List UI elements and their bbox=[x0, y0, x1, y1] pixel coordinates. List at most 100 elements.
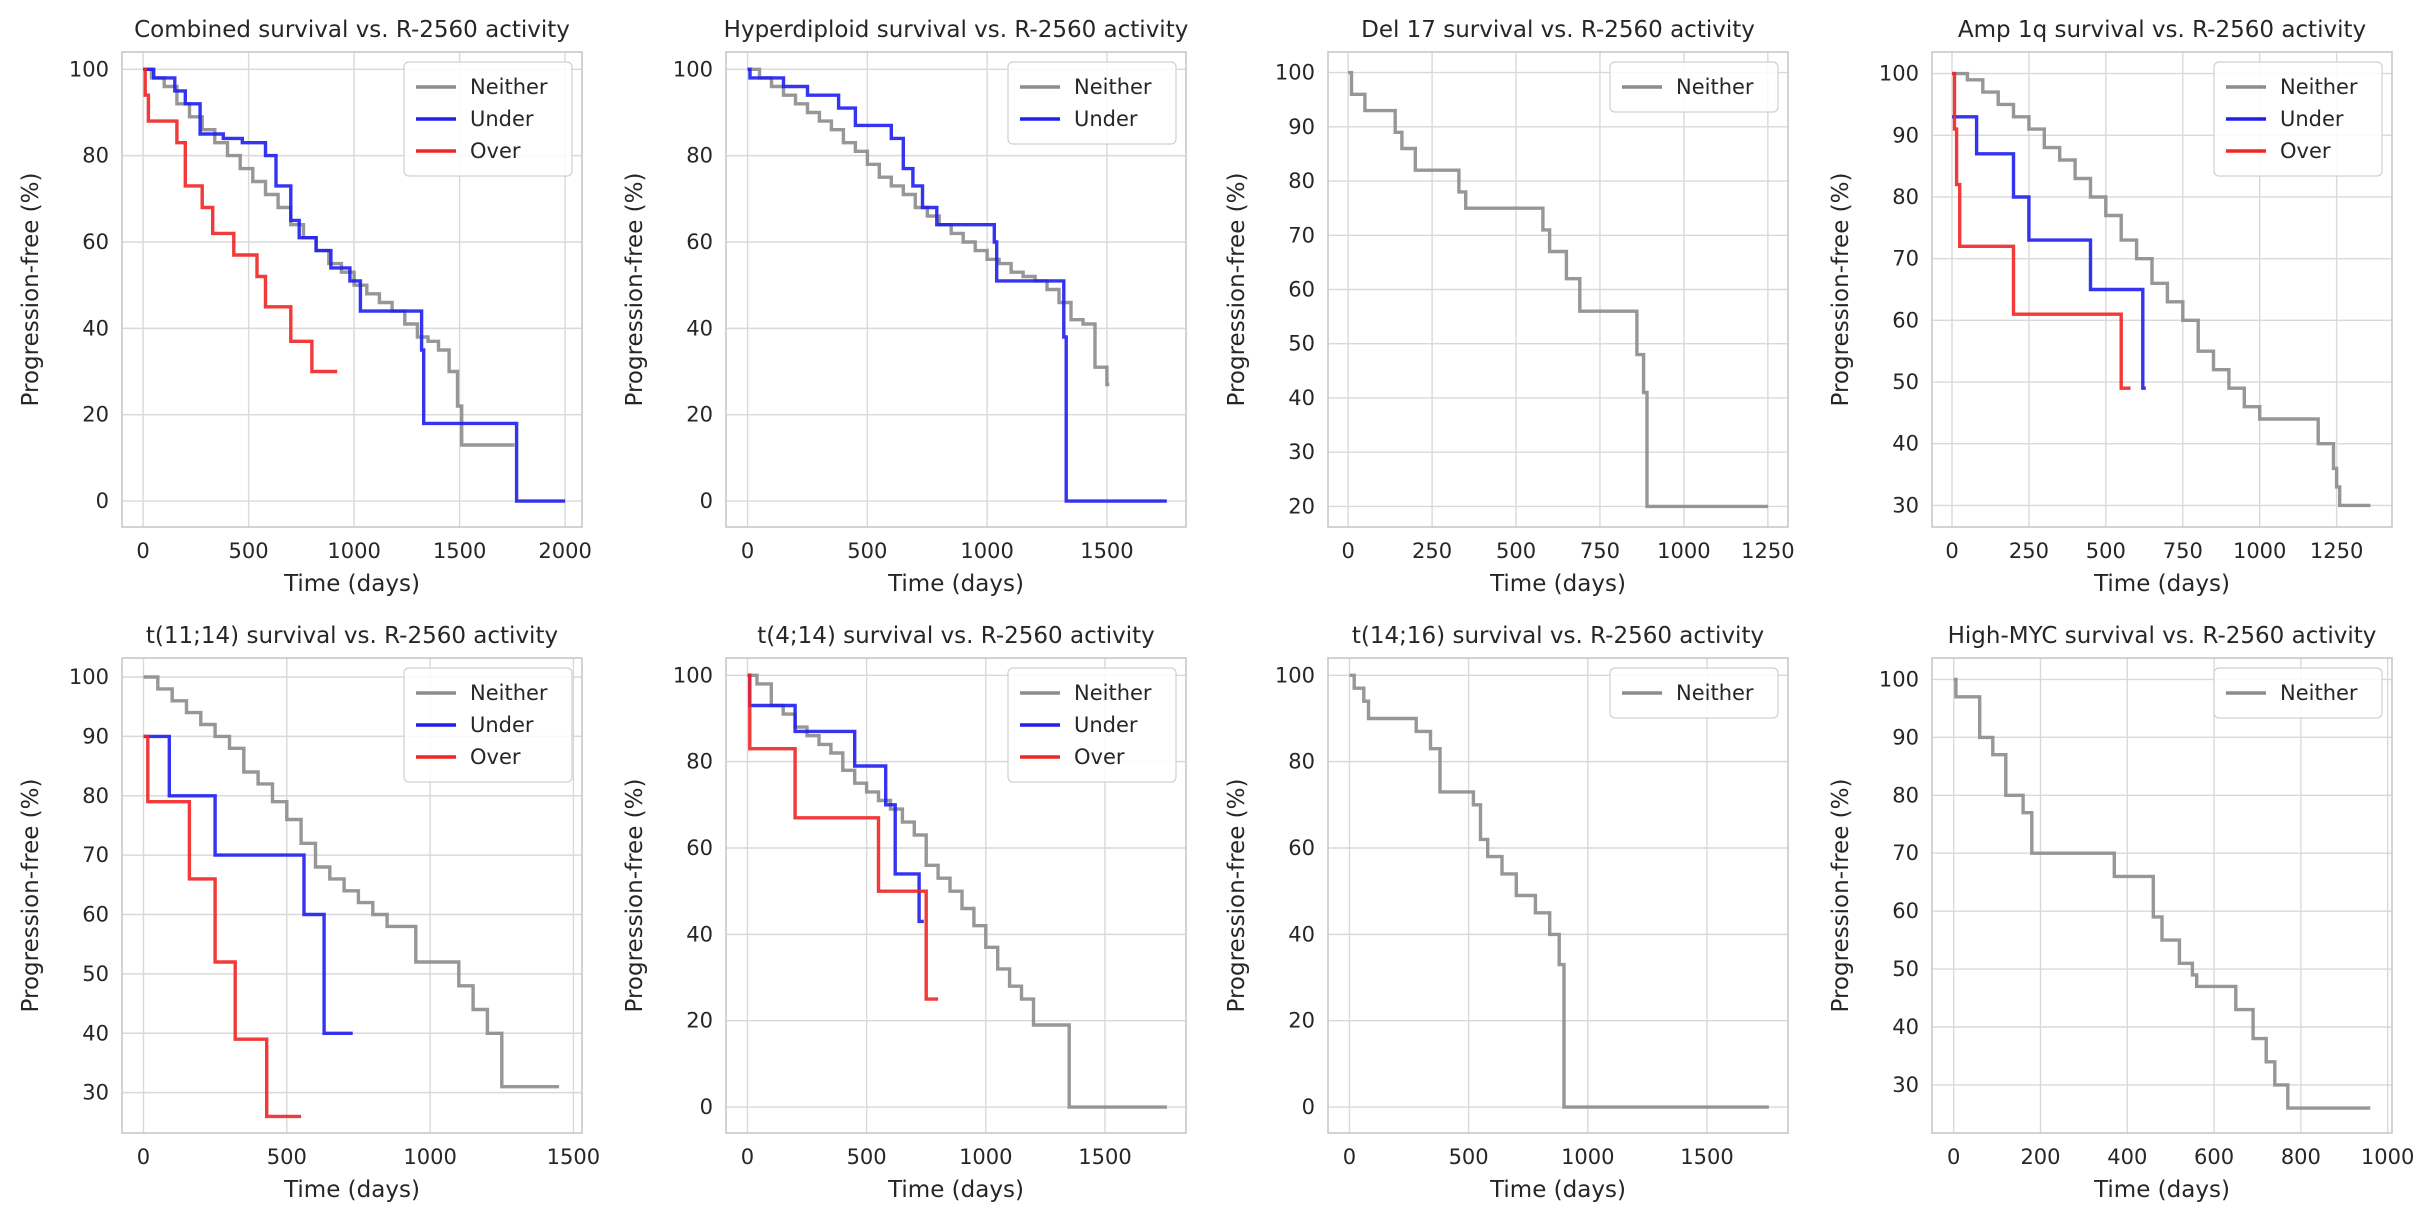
x-tick-label: 1500 bbox=[547, 1145, 600, 1169]
plot-frame bbox=[1327, 657, 1789, 1134]
series-line-neither bbox=[143, 675, 560, 1089]
y-tick-label: 100 bbox=[1879, 62, 1919, 86]
y-tick-label: 40 bbox=[82, 1021, 109, 1045]
series-line-neither bbox=[1348, 70, 1768, 509]
x-tick-label: 1250 bbox=[1741, 539, 1794, 563]
x-tick-label: 500 bbox=[267, 1145, 307, 1169]
legend-label-over: Over bbox=[470, 745, 521, 769]
legend bbox=[1007, 61, 1177, 145]
legend-label-under: Under bbox=[1074, 713, 1138, 737]
x-tick-label: 0 bbox=[136, 539, 149, 563]
legend-label-neither: Neither bbox=[470, 681, 548, 705]
x-tick-label: 500 bbox=[847, 539, 887, 563]
series-line-neither bbox=[747, 673, 1167, 1109]
y-tick-label: 70 bbox=[82, 843, 109, 867]
legend bbox=[403, 61, 573, 177]
x-axis-label: Time (days) bbox=[887, 1177, 1024, 1203]
y-axis-label: Progression-free (%) bbox=[1828, 173, 1854, 407]
series-line-under bbox=[143, 734, 353, 1035]
x-axis-label: Time (days) bbox=[2093, 1177, 2230, 1203]
legend-label-over: Over bbox=[470, 139, 521, 163]
legend-label-neither: Neither bbox=[1074, 681, 1152, 705]
x-axis-label: Time (days) bbox=[1489, 1177, 1626, 1203]
y-tick-label: 90 bbox=[1288, 115, 1315, 139]
y-tick-label: 40 bbox=[1288, 922, 1315, 946]
x-tick-label: 500 bbox=[847, 1145, 887, 1169]
legend-label-under: Under bbox=[470, 107, 534, 131]
x-tick-label: 500 bbox=[1496, 539, 1536, 563]
x-tick-label: 750 bbox=[2163, 539, 2203, 563]
series-line-neither bbox=[1952, 71, 2371, 508]
y-tick-label: 100 bbox=[69, 665, 109, 689]
x-axis-label: Time (days) bbox=[887, 571, 1024, 597]
y-tick-label: 100 bbox=[1879, 667, 1919, 691]
series-line-neither bbox=[1349, 673, 1769, 1109]
y-tick-label: 90 bbox=[1892, 123, 1919, 147]
y-tick-label: 40 bbox=[686, 316, 713, 340]
y-tick-label: 100 bbox=[1275, 663, 1315, 687]
y-tick-label: 30 bbox=[82, 1081, 109, 1105]
chart-title: t(11;14) survival vs. R-2560 activity bbox=[146, 623, 558, 649]
chart-panel-4: 0 250 500 750 1000 1250 30 40 50 60 70 80 90 100 Amp 1… bbox=[1828, 17, 2393, 597]
y-tick-label: 60 bbox=[1892, 308, 1919, 332]
y-tick-label: 80 bbox=[1892, 185, 1919, 209]
x-tick-label: 500 bbox=[2086, 539, 2126, 563]
chart-panel-5: 0 500 1000 1500 30 40 50 60 70 80 90 100 t(11;14) su… bbox=[18, 623, 600, 1203]
y-tick-label: 100 bbox=[673, 663, 713, 687]
chart-panel-2: 0 500 1000 1500 0 20 40 60 80 100 Hyperdiploid sur… bbox=[622, 17, 1188, 597]
y-axis-label: Progression-free (%) bbox=[18, 779, 44, 1013]
y-tick-label: 40 bbox=[686, 922, 713, 946]
legend-label-under: Under bbox=[470, 713, 534, 737]
series-line-over bbox=[747, 673, 939, 1001]
legend-label-under: Under bbox=[1074, 107, 1138, 131]
chart-panel-7: 0 500 1000 1500 0 20 40 60 80 100 t(14;16) surviva… bbox=[1224, 623, 1789, 1203]
x-tick-label: 200 bbox=[2020, 1145, 2060, 1169]
y-tick-label: 100 bbox=[1275, 61, 1315, 85]
x-tick-label: 0 bbox=[1343, 1145, 1356, 1169]
y-tick-label: 30 bbox=[1288, 440, 1315, 464]
x-axis-label: Time (days) bbox=[283, 571, 420, 597]
y-tick-label: 40 bbox=[1892, 1015, 1919, 1039]
y-tick-label: 90 bbox=[82, 724, 109, 748]
chart-panel-8: 0 200 400 600 800 1000 30 40 50 60 70 80 90 100 High-M… bbox=[1828, 623, 2414, 1203]
legend-label-neither: Neither bbox=[1676, 75, 1754, 99]
x-tick-label: 1000 bbox=[2233, 539, 2286, 563]
chart-panel-3: 0 250 500 750 1000 1250 20 30 40 50 60 70 80 90 100 Del… bbox=[1224, 17, 1795, 597]
legend-label-neither: Neither bbox=[2280, 681, 2358, 705]
y-tick-label: 60 bbox=[82, 230, 109, 254]
series-line-neither bbox=[1953, 677, 2371, 1110]
legend-label-over: Over bbox=[1074, 745, 1125, 769]
y-tick-label: 20 bbox=[686, 403, 713, 427]
legend-label-neither: Neither bbox=[1074, 75, 1152, 99]
y-tick-label: 40 bbox=[1288, 386, 1315, 410]
y-axis-label: Progression-free (%) bbox=[1224, 173, 1250, 407]
y-tick-label: 30 bbox=[1892, 1073, 1919, 1097]
y-axis-label: Progression-free (%) bbox=[622, 779, 648, 1013]
y-tick-label: 60 bbox=[1288, 278, 1315, 302]
chart-title: Hyperdiploid survival vs. R-2560 activit… bbox=[724, 17, 1189, 43]
legend-label-neither: Neither bbox=[470, 75, 548, 99]
x-axis-label: Time (days) bbox=[2093, 571, 2230, 597]
x-tick-label: 400 bbox=[2107, 1145, 2147, 1169]
y-tick-label: 90 bbox=[1892, 725, 1919, 749]
y-tick-label: 50 bbox=[82, 962, 109, 986]
series-line-under bbox=[143, 67, 566, 503]
y-tick-label: 60 bbox=[686, 836, 713, 860]
chart-title: Amp 1q survival vs. R-2560 activity bbox=[1958, 17, 2366, 43]
series-line-over bbox=[1952, 71, 2131, 390]
y-tick-label: 100 bbox=[69, 57, 109, 81]
x-tick-label: 500 bbox=[1449, 1145, 1489, 1169]
y-tick-label: 0 bbox=[96, 489, 109, 513]
legend-label-over: Over bbox=[2280, 139, 2331, 163]
y-tick-label: 0 bbox=[700, 1095, 713, 1119]
y-tick-label: 80 bbox=[1288, 750, 1315, 774]
y-tick-label: 70 bbox=[1892, 841, 1919, 865]
series-line-over bbox=[143, 734, 302, 1119]
y-tick-label: 70 bbox=[1892, 247, 1919, 271]
x-tick-label: 0 bbox=[1341, 539, 1354, 563]
y-tick-label: 100 bbox=[673, 57, 713, 81]
plot-frame bbox=[725, 51, 1187, 528]
y-tick-label: 20 bbox=[1288, 494, 1315, 518]
y-tick-label: 0 bbox=[700, 489, 713, 513]
